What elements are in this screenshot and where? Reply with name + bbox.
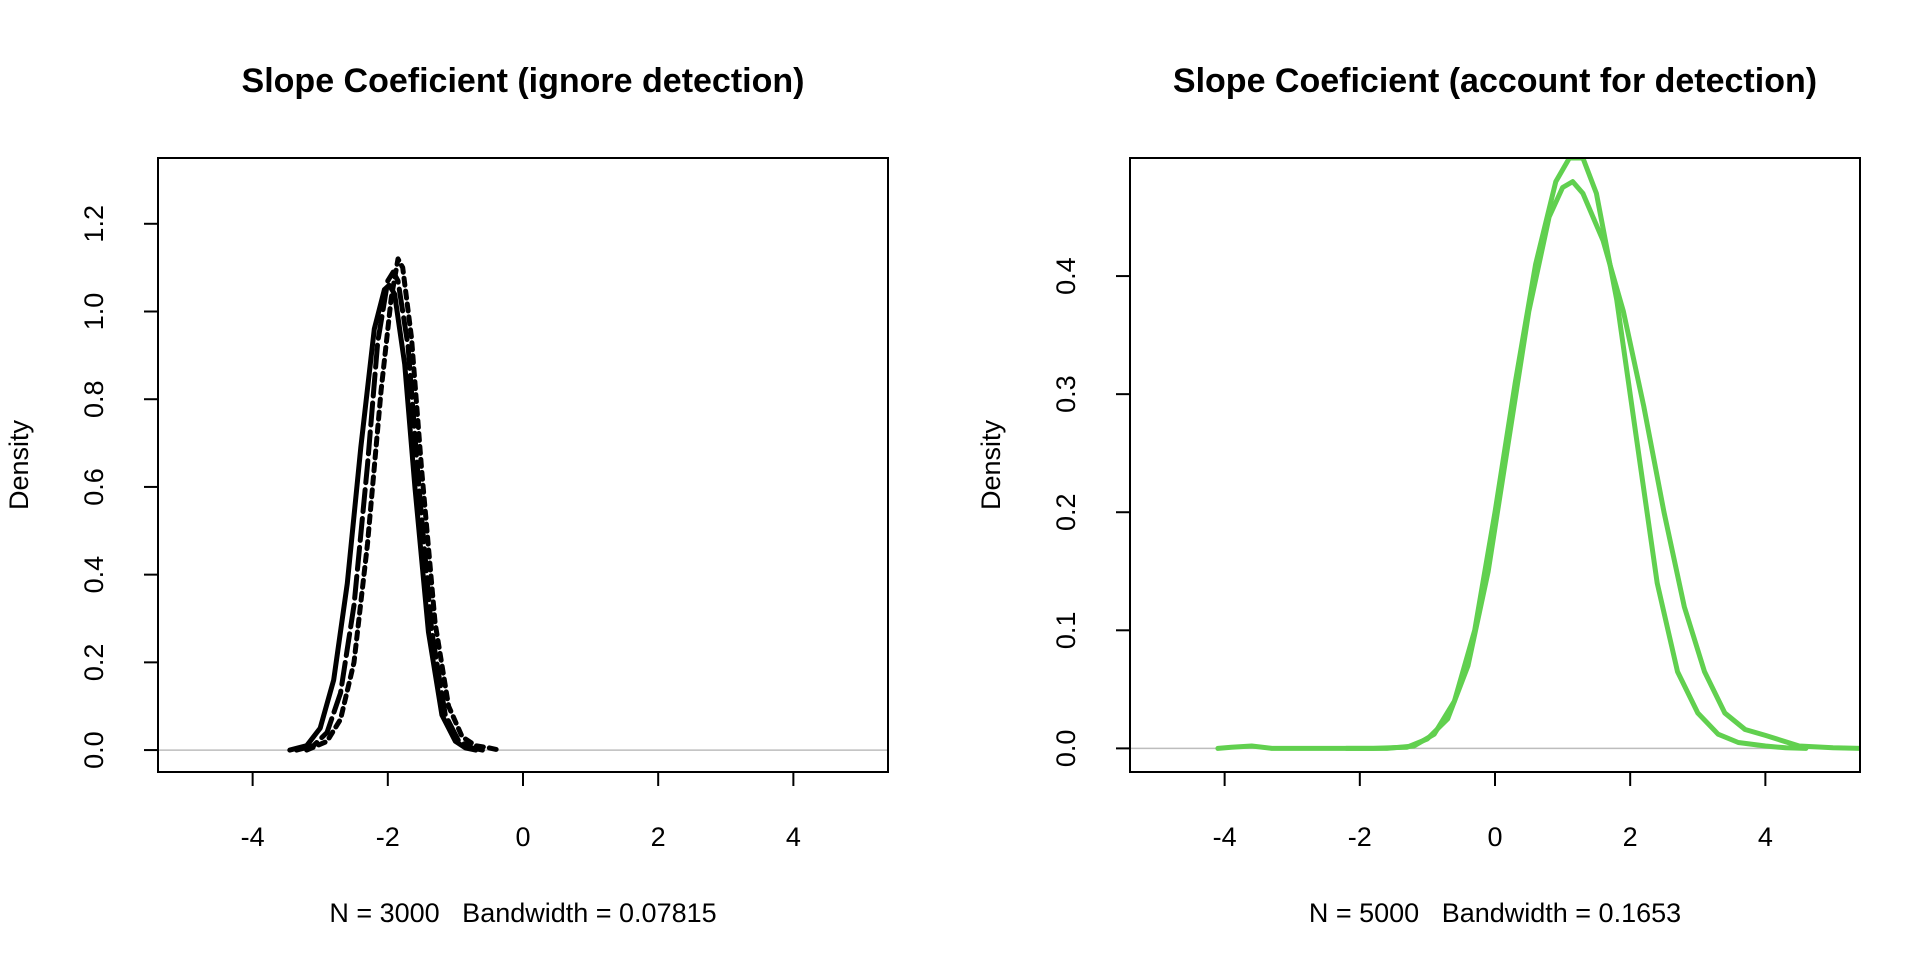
x-tick-label: 0 bbox=[515, 822, 530, 852]
x-tick-label: 2 bbox=[1623, 822, 1638, 852]
y-tick-label: 0.3 bbox=[1051, 375, 1081, 413]
x-tick-label: 2 bbox=[651, 822, 666, 852]
density-line-1 bbox=[287, 282, 479, 753]
y-axis-label: Density bbox=[4, 419, 34, 510]
y-tick-label: 0.2 bbox=[1051, 493, 1081, 531]
plot-frame bbox=[1129, 157, 1861, 773]
x-tick-label: 0 bbox=[1487, 822, 1502, 852]
density-line-3 bbox=[304, 256, 502, 753]
y-tick-label: 0.0 bbox=[79, 731, 109, 769]
chart-title: Slope Coeficient (ignore detection) bbox=[242, 62, 805, 100]
x-tick-label: 4 bbox=[1758, 822, 1773, 852]
chart-title: Slope Coeficient (account for detection) bbox=[1173, 62, 1817, 100]
y-tick-label: 0.2 bbox=[79, 644, 109, 682]
x-tick-label: -4 bbox=[241, 822, 265, 852]
y-tick-label: 1.0 bbox=[79, 293, 109, 331]
y-tick-label: 0.4 bbox=[1051, 257, 1081, 295]
y-axis-label: Density bbox=[976, 419, 1006, 510]
y-tick-label: 0.4 bbox=[79, 556, 109, 594]
x-tick-label: -2 bbox=[1348, 822, 1372, 852]
x-tick-label: 4 bbox=[786, 822, 801, 852]
y-tick-label: 0.8 bbox=[79, 380, 109, 418]
density-line-2 bbox=[1343, 158, 1809, 751]
density-line-2 bbox=[294, 269, 485, 753]
chart-panel-1: Slope Coeficient (ignore detection) -4 -2 0… bbox=[4, 62, 889, 928]
density-line-1 bbox=[1215, 179, 1860, 751]
y-tick-label: 0.6 bbox=[79, 468, 109, 506]
y-tick-label: 1.2 bbox=[79, 205, 109, 243]
plot-frame bbox=[157, 157, 889, 773]
x-axis-label: N = 3000 Bandwidth = 0.07815 bbox=[329, 898, 716, 928]
y-tick-label: 0.0 bbox=[1051, 730, 1081, 768]
x-tick-label: -2 bbox=[376, 822, 400, 852]
x-axis-label: N = 5000 Bandwidth = 0.1653 bbox=[1309, 898, 1681, 928]
y-tick-label: 0.1 bbox=[1051, 612, 1081, 650]
x-tick-label: -4 bbox=[1213, 822, 1237, 852]
chart-panel-2: Slope Coeficient (account for detection)… bbox=[976, 62, 1861, 928]
